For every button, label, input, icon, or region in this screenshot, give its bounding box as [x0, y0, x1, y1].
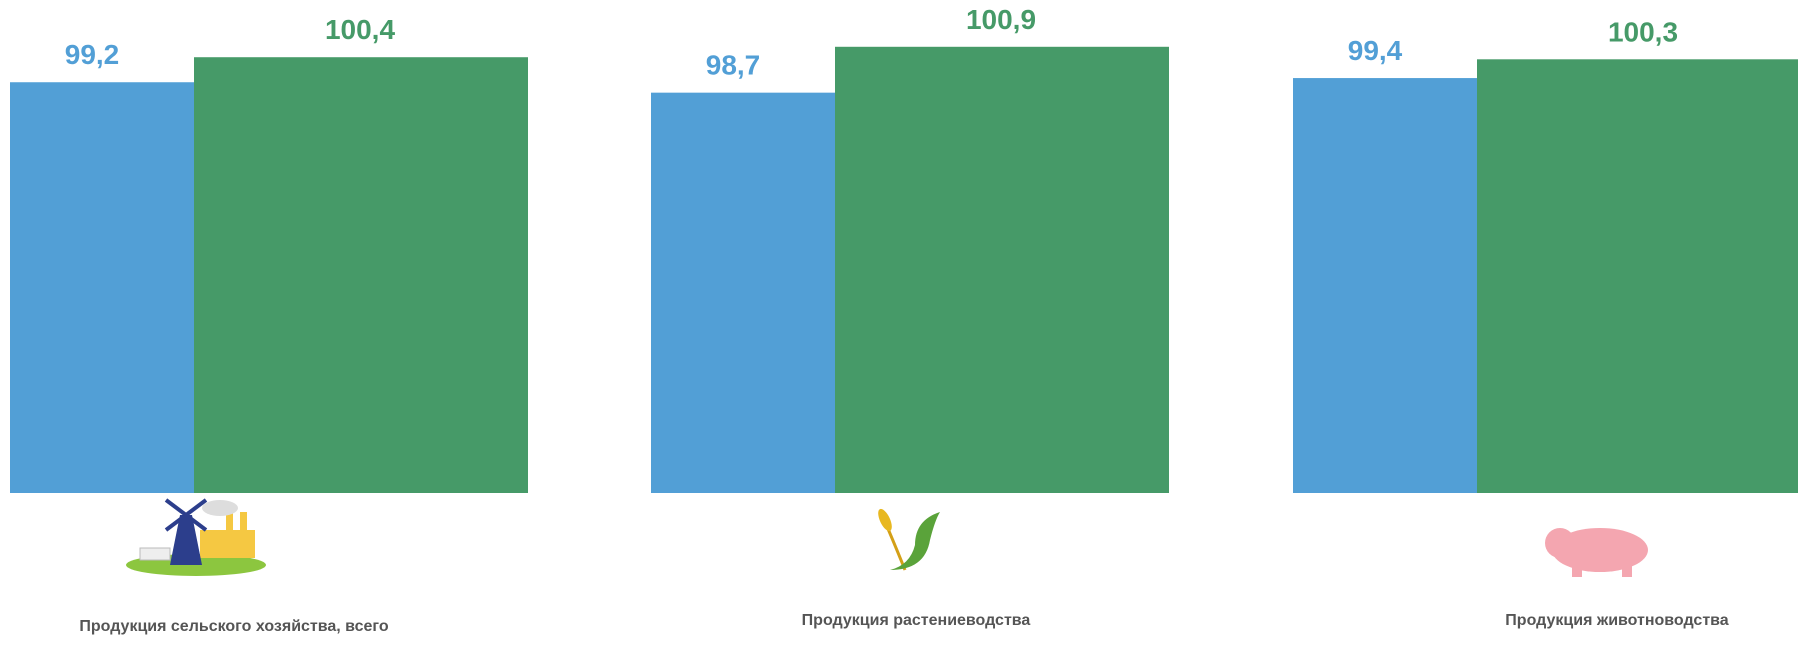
- value-label: 99,4: [1348, 35, 1403, 66]
- bar: [1293, 78, 1477, 493]
- value-label: 100,9: [966, 4, 1036, 35]
- category-label: Продукция сельского хозяйства, всего: [79, 618, 389, 635]
- bar: [1477, 59, 1798, 493]
- pig-icon: [1545, 528, 1648, 577]
- value-label: 99,2: [65, 39, 120, 70]
- bar: [651, 92, 835, 493]
- category-label: Продукция животноводства: [1505, 612, 1729, 629]
- bar: [10, 82, 194, 493]
- value-label: 98,7: [706, 50, 761, 81]
- bar: [194, 57, 528, 493]
- category-label: Продукция растениеводства: [801, 612, 1031, 629]
- wheat-icon: [878, 508, 940, 571]
- value-label: 100,3: [1608, 16, 1678, 47]
- farm-icon: [126, 498, 266, 576]
- value-label: 100,4: [325, 14, 395, 45]
- bar: [835, 46, 1169, 494]
